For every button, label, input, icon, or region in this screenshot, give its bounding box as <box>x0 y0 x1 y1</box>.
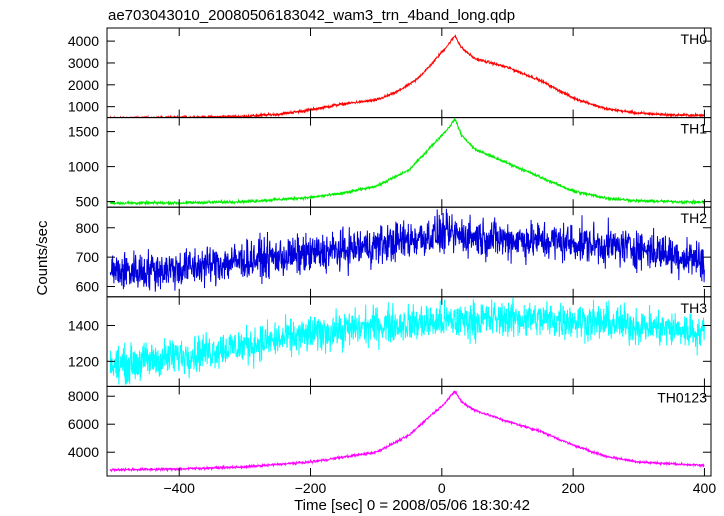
y-axis-label: Counts/sec <box>34 220 51 296</box>
series-line-th2 <box>109 208 705 292</box>
y-tick-label: 500 <box>76 194 100 210</box>
y-tick-label: 1000 <box>68 99 99 115</box>
y-tick-label: 1000 <box>68 159 99 175</box>
panel-label: TH1 <box>681 121 708 137</box>
y-tick-label: 8000 <box>68 388 99 404</box>
y-tick-label: 700 <box>76 249 100 265</box>
x-tick-label: −200 <box>295 480 327 496</box>
y-tick-label: 4000 <box>68 33 99 49</box>
y-tick-label: 800 <box>76 220 100 236</box>
x-tick-label: 200 <box>561 480 585 496</box>
series-line-th1 <box>109 118 705 207</box>
y-tick-label: 4000 <box>68 444 99 460</box>
panel-frame <box>106 27 712 119</box>
y-tick-label: 1200 <box>68 353 99 369</box>
panel-frame <box>106 385 712 477</box>
x-tick-label: 0 <box>438 480 446 496</box>
panel-label: TH3 <box>681 300 708 316</box>
series-line-th0 <box>109 34 705 118</box>
y-tick-label: 1400 <box>68 317 99 333</box>
chart-title: ae703043010_20080506183042_wam3_trn_4ban… <box>108 7 515 24</box>
panel-label: TH0 <box>681 31 708 47</box>
panel-frame <box>106 117 712 208</box>
panel-th0: 1000 2000 3000 4000 TH0 <box>68 27 712 119</box>
panel-th0123: 4000 6000 8000 TH0123 <box>68 385 712 477</box>
y-tick-label: 3000 <box>68 55 99 71</box>
x-tick-label: −400 <box>163 480 195 496</box>
x-axis-label: Time [sec] 0 = 2008/05/06 18:30:42 <box>294 497 530 514</box>
x-tick-label: 400 <box>693 480 717 496</box>
y-tick-label: 1500 <box>68 124 99 140</box>
series-line-th0123 <box>109 390 705 473</box>
panel-th2: 600 700 800 TH2 <box>76 206 712 298</box>
series-line-th3 <box>109 296 705 385</box>
y-tick-label: 6000 <box>68 416 99 432</box>
panel-label: TH2 <box>681 210 708 226</box>
panel-th3: 1200 1400 TH3 <box>68 296 712 387</box>
panel-th1: 500 1000 1500 TH1 <box>68 117 712 210</box>
panel-label: TH0123 <box>657 389 707 405</box>
y-tick-label: 600 <box>76 279 100 295</box>
y-tick-label: 2000 <box>68 77 99 93</box>
